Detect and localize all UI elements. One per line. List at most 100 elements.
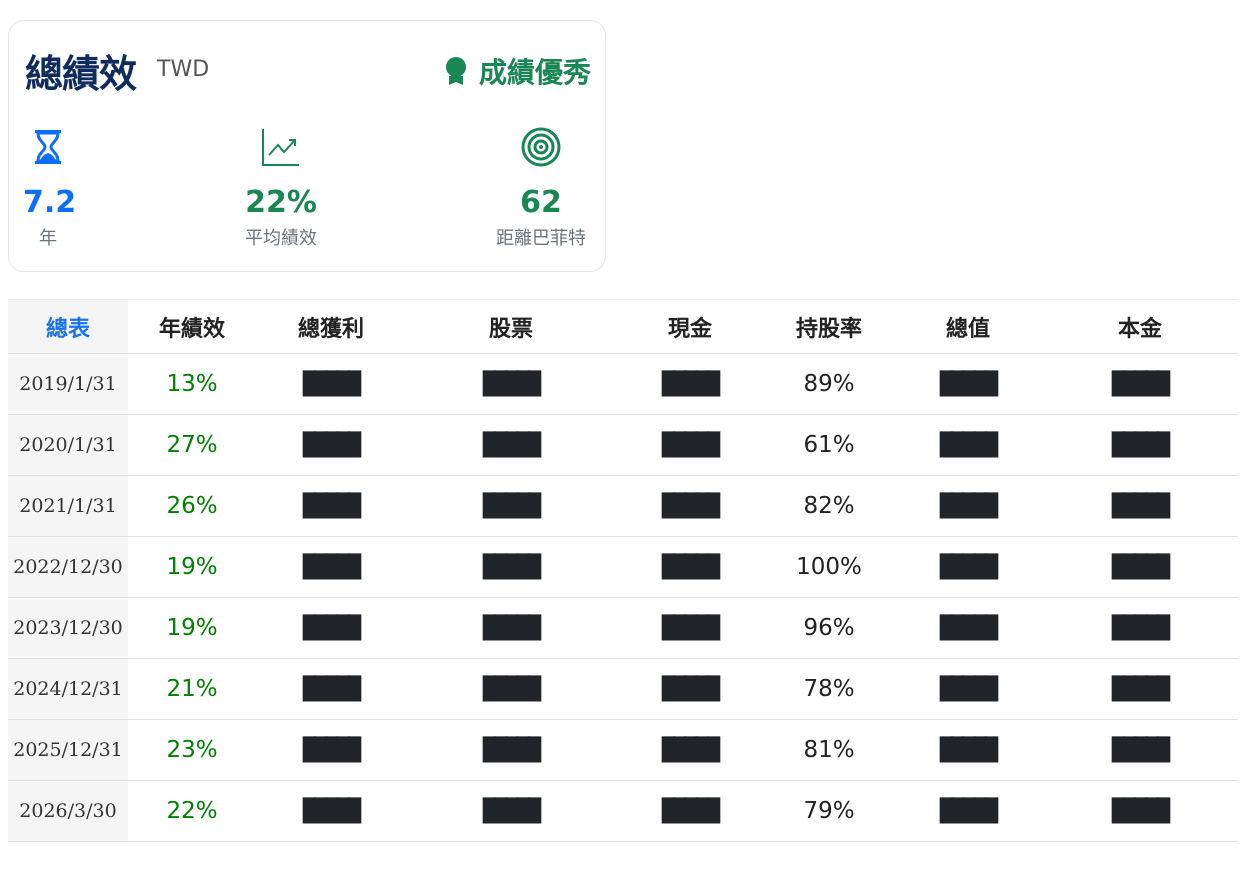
holding-ratio: 89% [764,353,894,415]
annual-performance: 23% [128,719,256,781]
stock-value-masked: █████ [406,658,616,720]
annual-performance: 19% [128,597,256,659]
table-row: 2026/3/30 22% █████ █████ █████ 79% █████ █████ [8,780,1238,842]
table-row: 2023/12/30 19% █████ █████ █████ 96% █████ ████… [8,597,1238,659]
holding-ratio: 100% [764,536,894,598]
column-header: 年績效 [128,299,256,354]
principal-masked: █████ [1042,414,1238,476]
holding-ratio: 82% [764,475,894,537]
total-value-masked: █████ [894,780,1042,842]
chart-line-icon [262,129,299,166]
total-profit-masked: █████ [256,719,406,781]
table-row: 2025/12/31 23% █████ █████ █████ 81% █████ ████… [8,719,1238,781]
cash-masked: █████ [616,780,764,842]
award-icon [445,57,466,85]
stock-value-masked: █████ [406,475,616,537]
cash-masked: █████ [616,475,764,537]
row-date: 2024/12/31 [8,658,128,720]
table-row: 2024/12/31 21% █████ █████ █████ 78% █████ ████… [8,658,1238,720]
cash-masked: █████ [616,658,764,720]
annual-performance: 19% [128,536,256,598]
row-date: 2023/12/30 [8,597,128,659]
annual-performance: 22% [128,780,256,842]
cash-masked: █████ [616,353,764,415]
stat-value: 7.2 [23,185,77,220]
performance-summary-card: 總績效 TWD 成績優秀 7.2 年 22% 平均績效 62 距離巴菲特 [8,20,606,272]
principal-masked: █████ [1042,536,1238,598]
stock-value-masked: █████ [406,719,616,781]
principal-masked: █████ [1042,780,1238,842]
currency-label: TWD [157,57,210,82]
column-header: 本金 [1042,299,1238,354]
holding-ratio: 61% [764,414,894,476]
principal-masked: █████ [1042,475,1238,537]
total-value-masked: █████ [894,536,1042,598]
stock-value-masked: █████ [406,536,616,598]
stat-label: 平均績效 [245,228,317,249]
column-header: 持股率 [764,299,894,354]
stat-years: 7.2 年 [23,125,77,250]
row-date: 2025/12/31 [8,719,128,781]
column-header: 總值 [894,299,1042,354]
holding-ratio: 96% [764,597,894,659]
stock-value-masked: █████ [406,597,616,659]
cash-masked: █████ [616,536,764,598]
table-header-row: 總表 年績效 總獲利 股票 現金 持股率 總值 本金 [8,299,1238,354]
cash-masked: █████ [616,414,764,476]
total-value-masked: █████ [894,353,1042,415]
total-profit-masked: █████ [256,597,406,659]
total-value-masked: █████ [894,658,1042,720]
principal-masked: █████ [1042,658,1238,720]
total-profit-masked: █████ [256,475,406,537]
total-profit-masked: █████ [256,536,406,598]
total-profit-masked: █████ [256,414,406,476]
total-value-masked: █████ [894,475,1042,537]
holding-ratio: 81% [764,719,894,781]
annual-performance: 21% [128,658,256,720]
column-header: 股票 [406,299,616,354]
cash-masked: █████ [616,719,764,781]
principal-masked: █████ [1042,719,1238,781]
principal-masked: █████ [1042,597,1238,659]
hourglass-icon [35,130,61,164]
performance-table: 總表 年績效 總獲利 股票 現金 持股率 總值 本金 2019/1/31 13% █████ ███… [8,299,1238,842]
total-value-masked: █████ [894,719,1042,781]
column-header: 總獲利 [256,299,406,354]
stat-value: 62 [520,185,562,220]
rating-badge: 成績優秀 [445,51,591,91]
stock-value-masked: █████ [406,780,616,842]
total-value-masked: █████ [894,414,1042,476]
annual-performance: 13% [128,353,256,415]
stat-buffett-distance: 62 距離巴菲特 [481,125,601,250]
row-date: 2022/12/30 [8,536,128,598]
target-icon [521,127,561,167]
column-header: 現金 [616,299,764,354]
stock-value-masked: █████ [406,414,616,476]
row-date: 2021/1/31 [8,475,128,537]
stat-value: 22% [245,185,317,220]
table-row: 2021/1/31 26% █████ █████ █████ 82% █████ █████ [8,475,1238,537]
annual-performance: 26% [128,475,256,537]
table-row: 2020/1/31 27% █████ █████ █████ 61% █████ █████ [8,414,1238,476]
row-date: 2026/3/30 [8,780,128,842]
principal-masked: █████ [1042,353,1238,415]
cash-masked: █████ [616,597,764,659]
summary-title: 總績效 [25,52,137,96]
stat-label: 年 [39,228,57,249]
row-date: 2019/1/31 [8,353,128,415]
total-profit-masked: █████ [256,780,406,842]
total-value-masked: █████ [894,597,1042,659]
table-row: 2022/12/30 19% █████ █████ █████ 100% █████ ███… [8,536,1238,598]
column-header[interactable]: 總表 [8,299,128,354]
stock-value-masked: █████ [406,353,616,415]
holding-ratio: 78% [764,658,894,720]
annual-performance: 27% [128,414,256,476]
total-profit-masked: █████ [256,658,406,720]
table-row: 2019/1/31 13% █████ █████ █████ 89% █████ █████ [8,353,1238,415]
row-date: 2020/1/31 [8,414,128,476]
stat-average-performance: 22% 平均績效 [221,125,341,250]
holding-ratio: 79% [764,780,894,842]
total-profit-masked: █████ [256,353,406,415]
rating-text: 成績優秀 [478,56,591,89]
stat-label: 距離巴菲特 [496,228,586,249]
